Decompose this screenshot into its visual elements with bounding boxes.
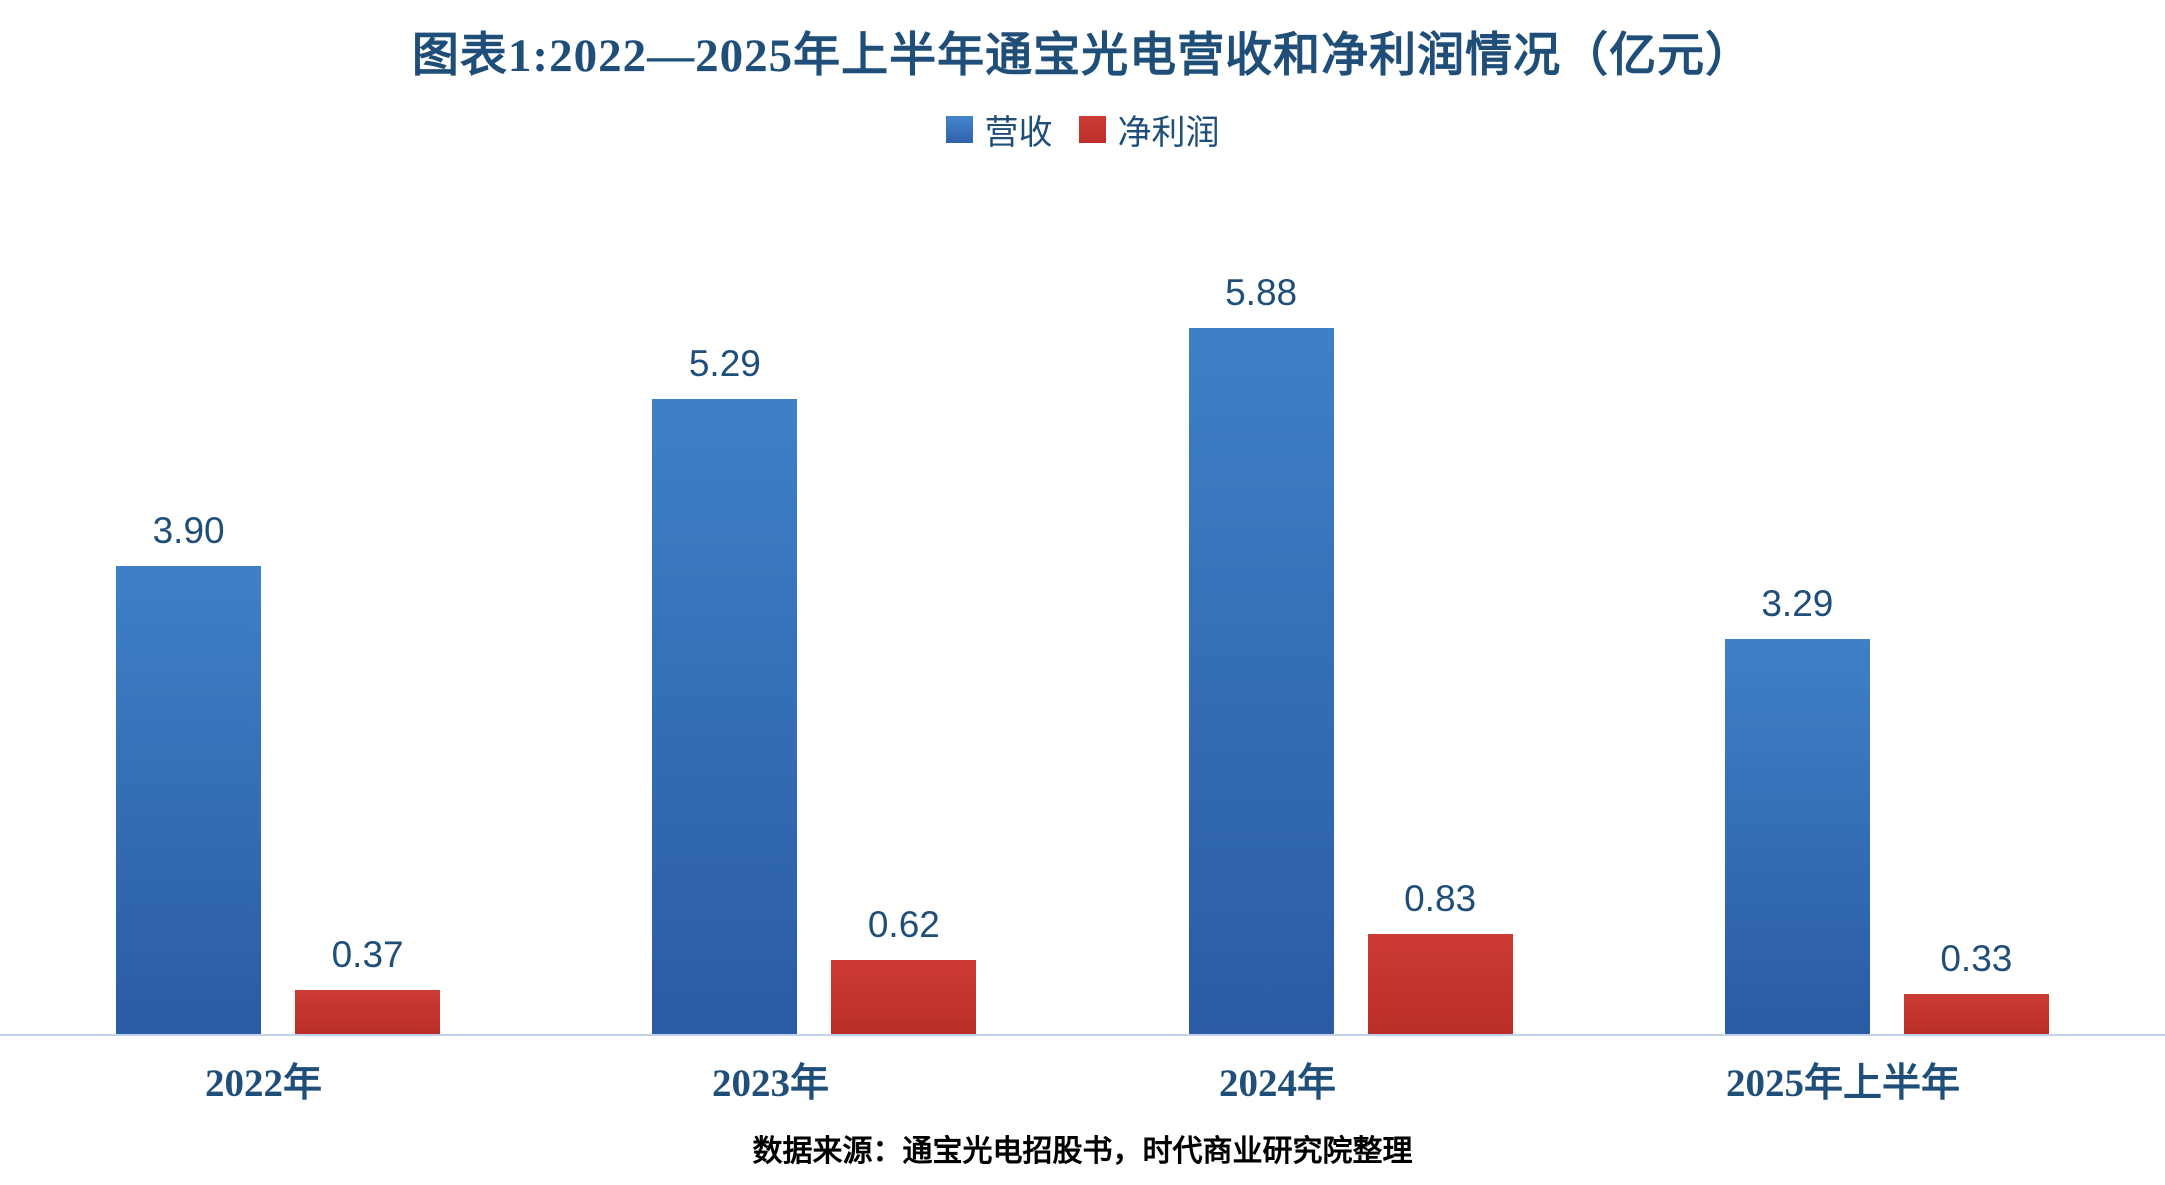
- legend-swatch-revenue: [945, 116, 973, 143]
- bar-value-label: 0.33: [1940, 938, 2013, 979]
- bar-营收: [652, 399, 798, 1034]
- bar-净利润: [1367, 934, 1513, 1034]
- legend-label-revenue: 营收: [984, 115, 1053, 152]
- legend-item-net-profit: 净利润: [1078, 105, 1220, 154]
- legend-swatch-net-profit: [1078, 116, 1106, 143]
- x-axis-labels: 2022年 2023年 2024年 2025年上半年: [0, 1052, 2165, 1108]
- bar-group-2023年: 5.29 0.62: [652, 343, 977, 1034]
- x-axis-label: 2023年: [711, 1062, 829, 1105]
- bar-value-label: 0.83: [1404, 878, 1477, 919]
- bar-column: 0.83: [1367, 878, 1513, 1034]
- x-axis-label: 2025年上半年: [1725, 1062, 1960, 1105]
- legend-label-net-profit: 净利润: [1117, 115, 1220, 152]
- bar-value-label: 0.37: [331, 934, 404, 975]
- bar-value-label: 0.62: [867, 904, 940, 945]
- bar-group-2022年: 3.90 0.37: [116, 510, 441, 1034]
- source-note: 数据来源：通宝光电招股书，时代商业研究院整理: [752, 1135, 1413, 1168]
- bar-净利润: [1903, 994, 2049, 1034]
- bar-净利润: [295, 990, 441, 1034]
- bar-group-2024年: 5.88 0.83: [1188, 272, 1513, 1034]
- x-axis-label: 2024年: [1218, 1062, 1336, 1105]
- bar-column: 0.37: [295, 934, 441, 1034]
- bar-column: 5.29: [652, 343, 798, 1034]
- legend: 营收 净利润: [0, 105, 2165, 154]
- plot-area: 3.90 0.37 5.29 0.62 5.88 0.83 3.29 0.33: [0, 154, 2165, 1036]
- bar-column: 3.29: [1724, 583, 1870, 1034]
- legend-item-revenue: 营收: [945, 105, 1053, 154]
- bar-营收: [1724, 639, 1870, 1034]
- bar-营收: [1188, 328, 1334, 1034]
- bar-column: 0.33: [1903, 938, 2049, 1034]
- bar-营收: [116, 566, 262, 1034]
- bar-value-label: 5.29: [688, 343, 761, 384]
- bar-value-label: 5.88: [1225, 272, 1298, 313]
- x-axis-label: 2022年: [204, 1062, 322, 1105]
- bar-净利润: [831, 960, 977, 1034]
- bar-value-label: 3.29: [1761, 583, 1834, 624]
- bar-column: 3.90: [116, 510, 262, 1034]
- bar-group-2025年上半年: 3.29 0.33: [1724, 583, 2049, 1034]
- bar-column: 5.88: [1188, 272, 1334, 1034]
- bar-value-label: 3.90: [152, 510, 225, 551]
- chart-title: 图表1:2022—2025年上半年通宝光电营收和净利润情况（亿元）: [411, 30, 1754, 82]
- bar-column: 0.62: [831, 904, 977, 1034]
